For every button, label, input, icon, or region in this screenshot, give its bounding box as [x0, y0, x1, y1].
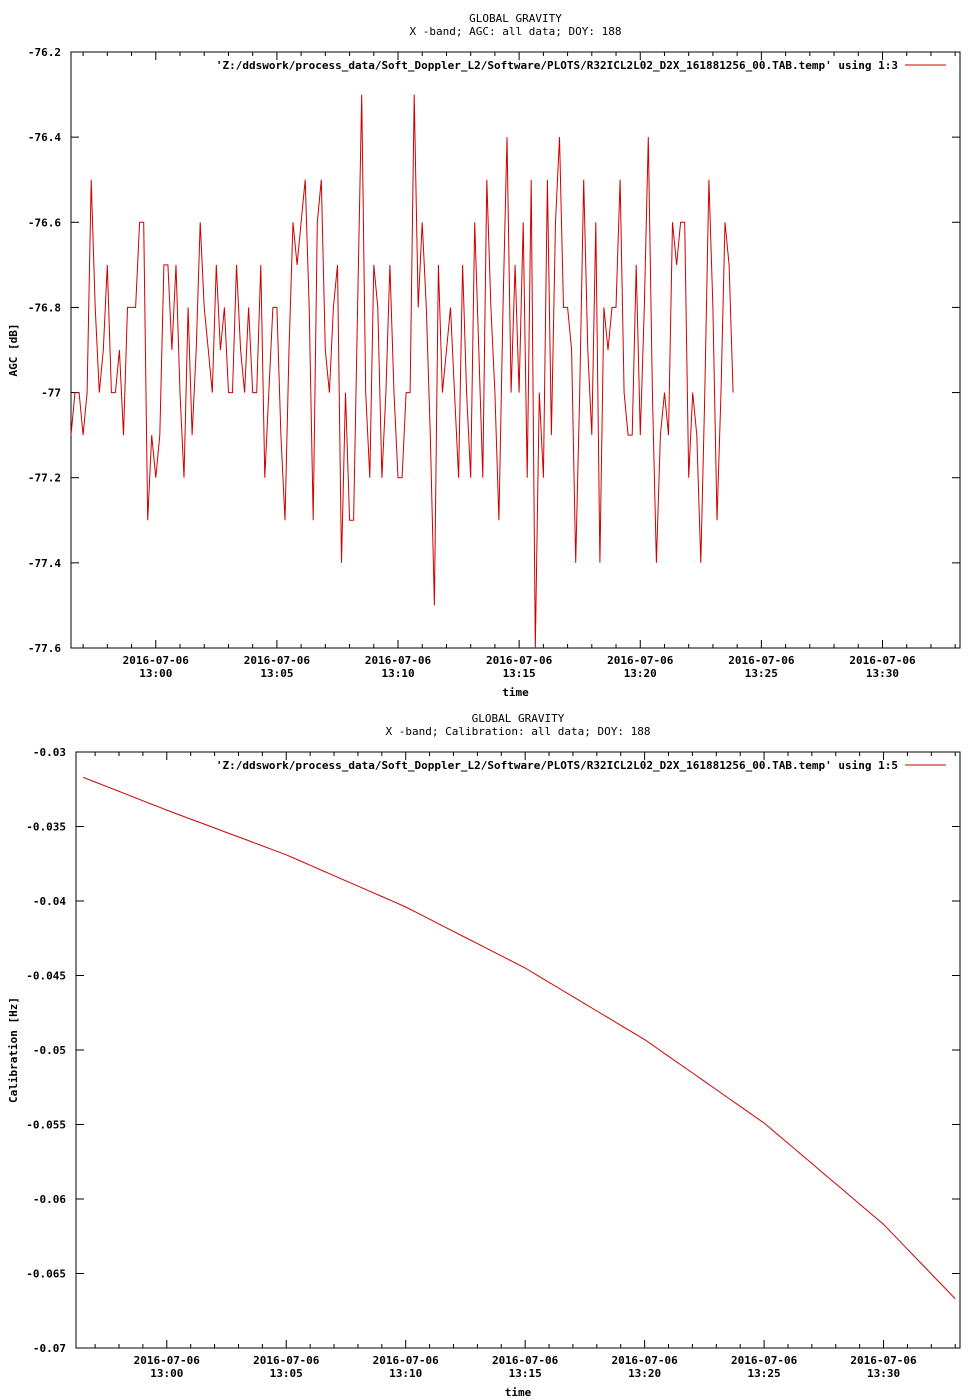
x-tick-time: 13:20 — [624, 667, 657, 680]
series-line-1 — [70, 94, 734, 649]
x-tick-date: 2016-07-06 — [253, 1354, 320, 1367]
x-tick-time: 13:25 — [745, 667, 778, 680]
x-tick-date: 2016-07-06 — [731, 1354, 798, 1367]
x-tick-date: 2016-07-06 — [365, 654, 432, 667]
series-line-1 — [83, 776, 956, 1300]
y-tick-label: -0.065 — [26, 1268, 66, 1281]
y-tick-label: -77 — [41, 387, 61, 400]
x-tick-time: 13:15 — [509, 1367, 542, 1380]
y-tick-label: -0.045 — [26, 970, 66, 983]
x-tick-date: 2016-07-06 — [486, 654, 553, 667]
x-tick-time: 13:30 — [866, 667, 899, 680]
y-tick-label: -76.2 — [28, 46, 61, 59]
x-tick-date: 2016-07-06 — [123, 654, 190, 667]
chart-subtitle: X -band; AGC: all data; DOY: 188 — [410, 25, 622, 38]
x-tick-time: 13:05 — [270, 1367, 303, 1380]
y-axis-label: Calibration [Hz] — [7, 997, 20, 1103]
y-tick-label: -0.07 — [33, 1342, 66, 1355]
x-axis-label: time — [505, 1386, 532, 1399]
legend-label: 'Z:/ddswork/process_data/Soft_Doppler_L2… — [216, 59, 898, 72]
y-tick-label: -77.2 — [28, 472, 61, 485]
y-tick-label: -77.4 — [28, 557, 61, 570]
chart-title: GLOBAL GRAVITY — [469, 12, 562, 25]
plot-frame — [70, 51, 961, 649]
x-tick-time: 13:30 — [867, 1367, 900, 1380]
x-tick-date: 2016-07-06 — [607, 654, 674, 667]
legend-label: 'Z:/ddswork/process_data/Soft_Doppler_L2… — [216, 759, 898, 772]
x-tick-date: 2016-07-06 — [849, 654, 916, 667]
x-tick-date: 2016-07-06 — [373, 1354, 440, 1367]
y-tick-label: -77.6 — [28, 642, 61, 655]
chart-subtitle: X -band; Calibration: all data; DOY: 188 — [386, 725, 651, 738]
x-tick-date: 2016-07-06 — [134, 1354, 201, 1367]
y-tick-label: -76.4 — [28, 131, 61, 144]
y-tick-label: -0.04 — [33, 895, 66, 908]
y-tick-label: -0.03 — [33, 746, 66, 759]
y-tick-label: -0.06 — [33, 1193, 66, 1206]
plot-frame — [75, 751, 961, 1349]
y-axis-label: AGC [dB] — [7, 324, 20, 377]
x-tick-date: 2016-07-06 — [612, 1354, 679, 1367]
x-tick-time: 13:20 — [628, 1367, 661, 1380]
x-axis-label: time — [502, 686, 529, 699]
y-tick-label: -0.05 — [33, 1044, 66, 1057]
y-tick-label: -0.055 — [26, 1119, 66, 1132]
x-tick-date: 2016-07-06 — [244, 654, 311, 667]
x-tick-date: 2016-07-06 — [850, 1354, 917, 1367]
x-tick-time: 13:05 — [260, 667, 293, 680]
x-tick-time: 13:25 — [748, 1367, 781, 1380]
x-tick-time: 13:00 — [139, 667, 172, 680]
x-tick-time: 13:15 — [503, 667, 536, 680]
x-tick-date: 2016-07-06 — [728, 654, 795, 667]
x-tick-time: 13:10 — [389, 1367, 422, 1380]
x-tick-time: 13:10 — [381, 667, 414, 680]
y-tick-label: -76.8 — [28, 301, 61, 314]
y-tick-label: -76.6 — [28, 216, 61, 229]
chart-title: GLOBAL GRAVITY — [472, 712, 565, 725]
x-tick-time: 13:00 — [150, 1367, 183, 1380]
x-tick-date: 2016-07-06 — [492, 1354, 559, 1367]
y-tick-label: -0.035 — [26, 821, 66, 834]
